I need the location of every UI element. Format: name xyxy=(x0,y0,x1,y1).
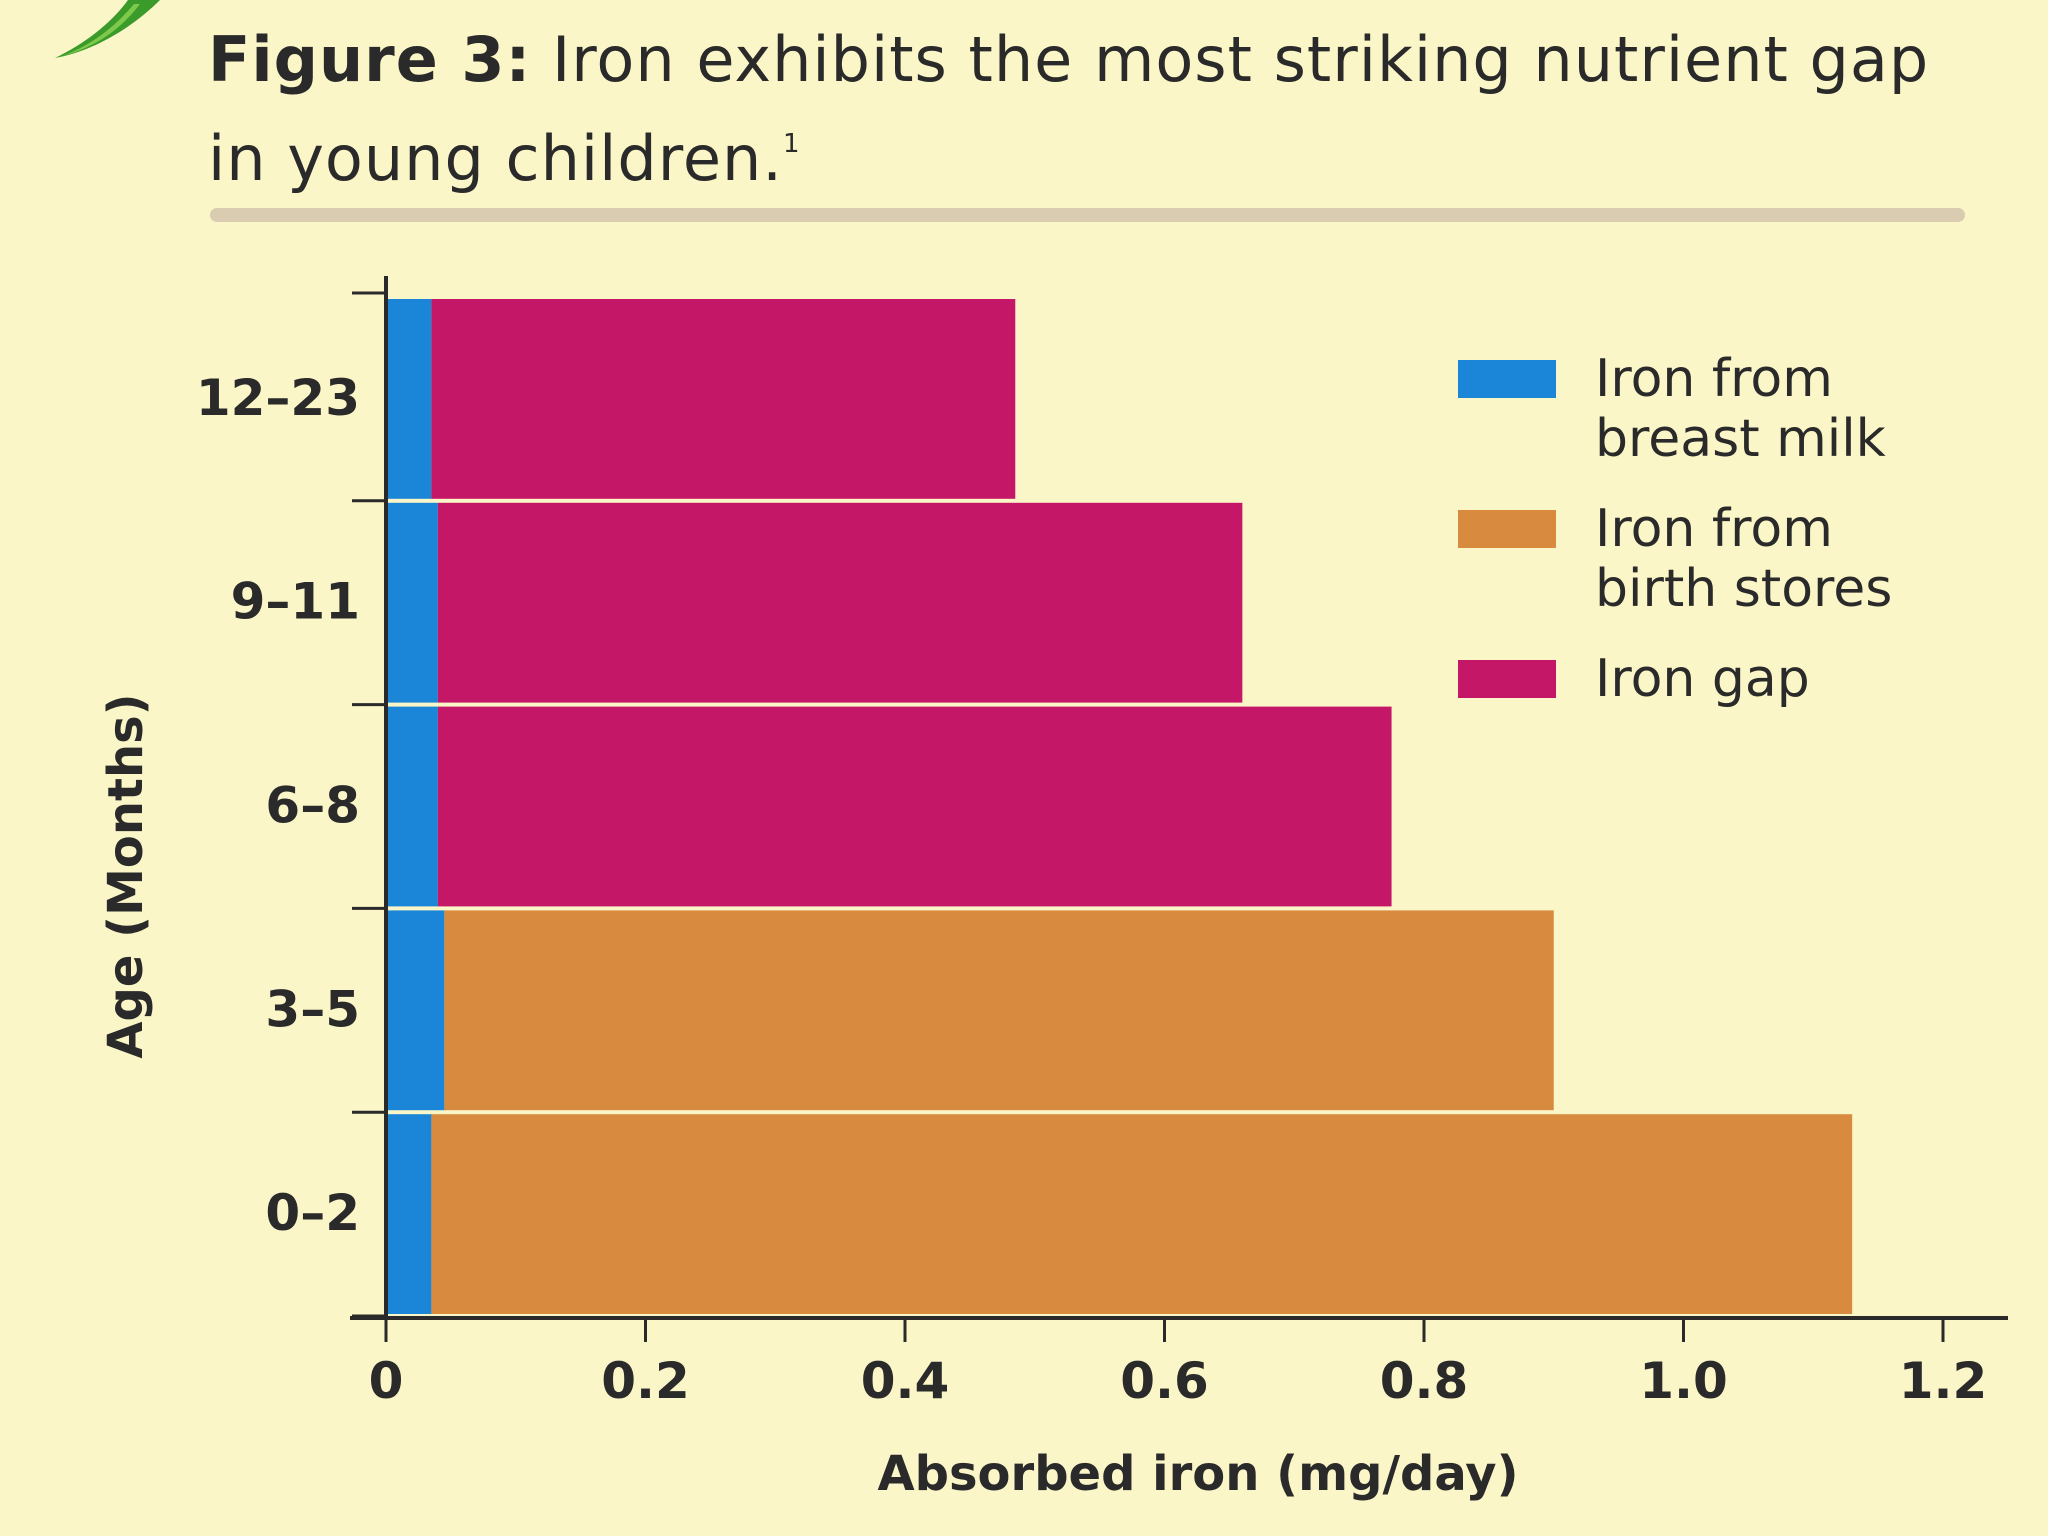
x-tick-label-0.4: 0.4 xyxy=(861,1352,950,1410)
bar-9–11-iron-from-breast-milk xyxy=(386,502,438,703)
y-tick-label-0–2: 0–2 xyxy=(265,1184,360,1242)
y-tick-label-3–5: 3–5 xyxy=(265,980,360,1038)
legend-swatch-3 xyxy=(1458,660,1556,698)
x-axis-label: Absorbed iron (mg/day) xyxy=(877,1446,1518,1502)
bar-0–2-iron-from-birth-stores xyxy=(431,1114,1853,1314)
bar-0–2-iron-from-breast-milk xyxy=(386,1114,432,1314)
x-tick-label-0.8: 0.8 xyxy=(1380,1352,1469,1410)
legend-label-1-line-1: Iron from xyxy=(1595,349,1833,409)
bar-9–11-iron-gap xyxy=(437,502,1243,703)
x-tick-label-0.2: 0.2 xyxy=(601,1352,690,1410)
logo-swoosh xyxy=(55,0,160,58)
y-tick-label-9–11: 9–11 xyxy=(231,573,360,631)
footnote-marker: 1 xyxy=(782,129,801,159)
bar-6–8-iron-from-breast-milk xyxy=(386,706,438,907)
legend-swatch-1 xyxy=(1458,360,1556,398)
legend-label-2-line-2: birth stores xyxy=(1595,559,1892,619)
bar-6–8-iron-gap xyxy=(437,706,1392,907)
figure-title: Figure 3: Iron exhibits the most strikin… xyxy=(208,18,1958,201)
x-tick-label-1.2: 1.2 xyxy=(1899,1352,1988,1410)
title-divider xyxy=(210,208,1965,222)
legend-label-2-line-1: Iron from xyxy=(1595,499,1833,559)
bar-12–23-iron-from-breast-milk xyxy=(386,299,432,499)
x-tick-label-0: 0 xyxy=(369,1352,404,1410)
x-tick-label-1.0: 1.0 xyxy=(1639,1352,1728,1410)
y-axis-label: Age (Months) xyxy=(98,693,154,1058)
bar-12–23-iron-gap xyxy=(431,299,1016,499)
legend-swatch-2 xyxy=(1458,510,1556,548)
y-tick-label-12–23: 12–23 xyxy=(196,369,360,427)
bars-layer xyxy=(386,299,1853,1314)
bar-3–5-iron-from-birth-stores xyxy=(444,910,1554,1111)
figure-label: Figure 3: xyxy=(208,23,532,96)
legend-label-3-line-1: Iron gap xyxy=(1595,649,1810,709)
bar-3–5-iron-from-breast-milk xyxy=(386,910,445,1111)
legend-label-1-line-2: breast milk xyxy=(1595,409,1886,469)
figure-caption: Iron exhibits the most striking nutrient… xyxy=(208,23,1930,195)
y-tick-label-6–8: 6–8 xyxy=(265,777,360,835)
ticks-layer: 0–2 3–5 6–8 9–11 12–23 0 0.2 0.4 0.6 0.8 1.0 1.2 xyxy=(196,291,1988,1410)
axes-layer xyxy=(350,276,2008,1320)
x-tick-label-0.6: 0.6 xyxy=(1120,1352,1209,1410)
